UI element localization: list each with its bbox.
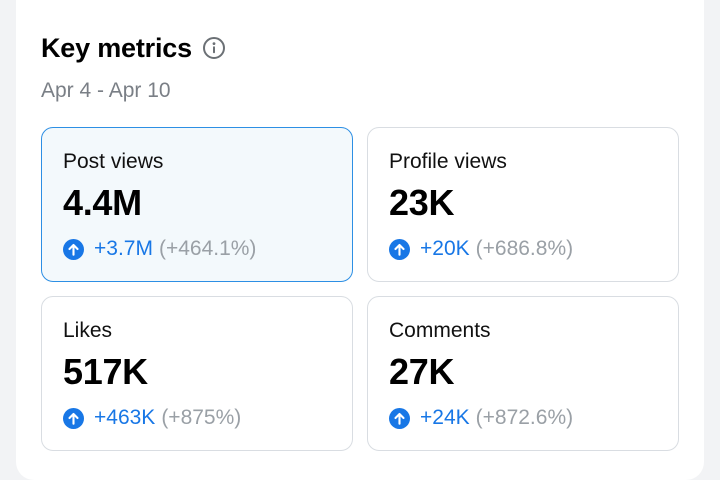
metric-label: Post views: [63, 150, 164, 173]
metric-card-comments[interactable]: Comments 27K +24K (+872.6%): [367, 296, 679, 451]
key-metrics-header: Key metrics Apr 4 - Apr 10: [41, 30, 226, 103]
metric-change: +3.7M (+464.1%): [63, 237, 256, 261]
date-range: Apr 4 - Apr 10: [41, 79, 171, 102]
metric-value: 27K: [389, 351, 455, 392]
metric-label: Likes: [63, 319, 113, 342]
info-icon[interactable]: [202, 36, 226, 60]
metric-percent: (+464.1%): [158, 237, 257, 260]
metric-card-likes[interactable]: Likes 517K +463K (+875%): [41, 296, 353, 451]
arrow-up-circle-icon: [63, 407, 84, 429]
metric-percent: (+686.8%): [475, 237, 574, 260]
metric-label: Comments: [389, 319, 491, 342]
metric-delta: +3.7M: [94, 237, 153, 260]
metric-percent: (+872.6%): [475, 406, 574, 429]
metric-value: 4.4M: [63, 182, 142, 223]
arrow-up-circle-icon: [389, 238, 410, 260]
metric-label: Profile views: [389, 150, 507, 173]
metric-delta: +20K: [420, 237, 470, 260]
arrow-up-circle-icon: [389, 407, 410, 429]
metric-value: 517K: [63, 351, 148, 392]
metric-delta: +463K: [94, 406, 156, 429]
title-row: Key metrics: [41, 30, 226, 66]
arrow-up-circle-icon: [63, 238, 84, 260]
metric-value: 23K: [389, 182, 455, 223]
metric-card-post-views[interactable]: Post views 4.4M +3.7M (+464.1%): [41, 127, 353, 282]
metric-card-profile-views[interactable]: Profile views 23K +20K (+686.8%): [367, 127, 679, 282]
metric-delta: +24K: [420, 406, 470, 429]
metric-change: +20K (+686.8%): [389, 237, 573, 261]
metric-percent: (+875%): [161, 406, 242, 429]
page-title: Key metrics: [41, 32, 192, 63]
metric-change: +24K (+872.6%): [389, 406, 573, 430]
metric-change: +463K (+875%): [63, 406, 241, 430]
